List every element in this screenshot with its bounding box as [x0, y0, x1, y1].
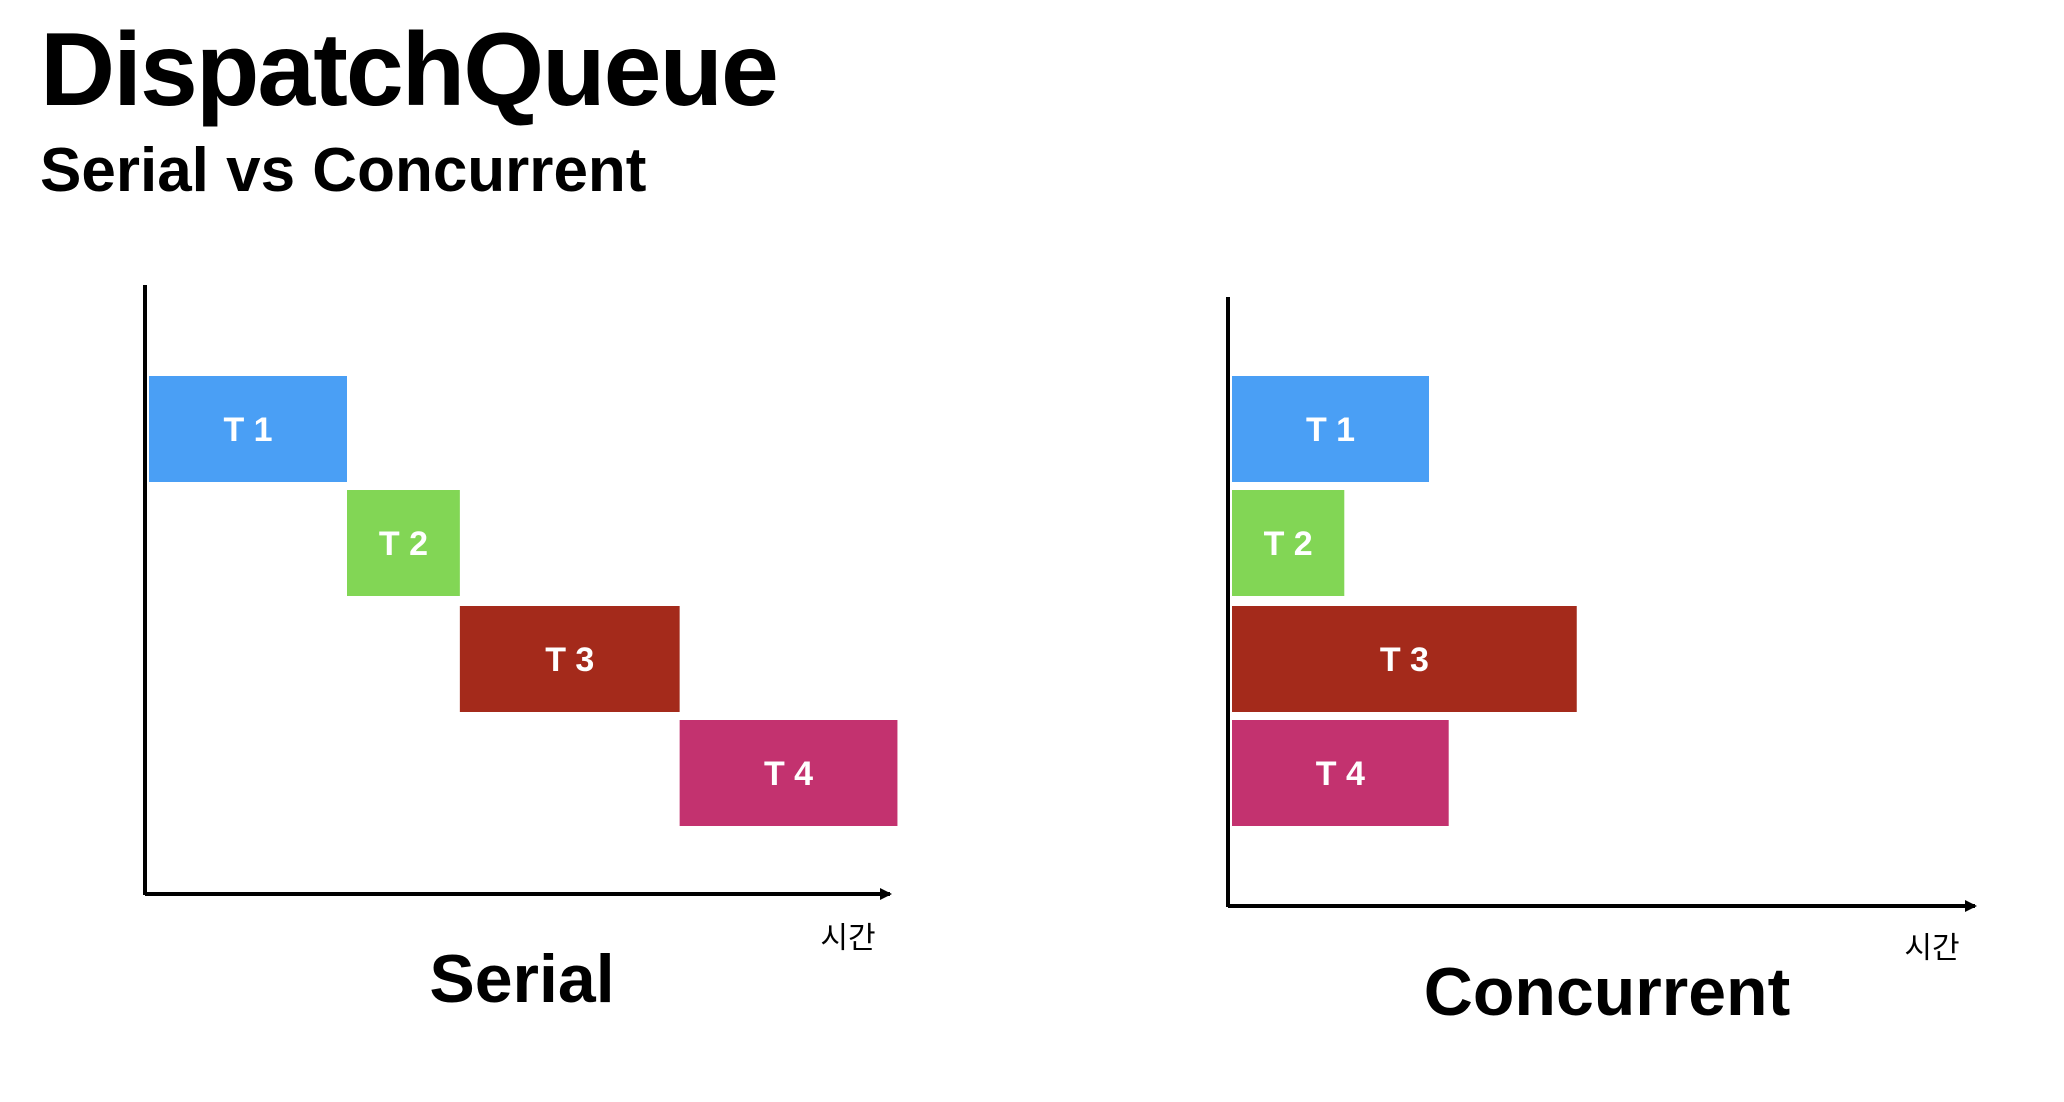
serial-panel: T 1 T 2 T 3 T 4 시간 Serial [143, 285, 898, 1017]
concurrent-caption: Concurrent [1424, 954, 1790, 1030]
concurrent-task-label-4: T 4 [1316, 755, 1365, 793]
concurrent-task-bars: T 1 T 2 T 3 T 4 [1232, 376, 1577, 826]
serial-task-bar-4 [679, 720, 898, 826]
serial-task-3: T 3 [459, 606, 680, 712]
concurrent-task-4: T 4 [1232, 720, 1449, 826]
concurrent-task-bar-1 [1232, 376, 1429, 482]
serial-task-1: T 1 [149, 376, 347, 482]
serial-task-label-1: T 1 [223, 411, 272, 449]
serial-task-bar-1 [149, 376, 347, 482]
serial-task-2: T 2 [347, 490, 460, 596]
page-subtitle: Serial vs Concurrent [40, 136, 647, 205]
serial-task-label-4: T 4 [764, 755, 813, 793]
concurrent-task-bar-3 [1232, 606, 1577, 712]
serial-caption: Serial [429, 941, 614, 1017]
concurrent-task-bar-2 [1232, 490, 1345, 596]
concurrent-task-3: T 3 [1232, 606, 1577, 712]
serial-task-bars: T 1 T 2 T 3 T 4 [149, 376, 898, 826]
serial-time-axis-label: 시간 [820, 921, 875, 956]
serial-task-bar-2 [347, 490, 460, 596]
serial-task-4: T 4 [679, 720, 898, 826]
concurrent-task-label-3: T 3 [1380, 641, 1429, 679]
concurrent-time-axis-label: 시간 [1904, 931, 1959, 966]
concurrent-task-label-2: T 2 [1264, 525, 1313, 563]
serial-task-bar-3 [459, 606, 680, 712]
concurrent-panel: T 1 T 2 T 3 T 4 시간 Concurrent [1226, 297, 1977, 1030]
concurrent-task-2: T 2 [1232, 490, 1345, 596]
serial-task-label-2: T 2 [379, 525, 428, 563]
page-title: DispatchQueue [40, 12, 779, 128]
concurrent-task-1: T 1 [1232, 376, 1429, 482]
concurrent-task-bar-4 [1232, 720, 1449, 826]
concurrent-task-label-1: T 1 [1306, 411, 1355, 449]
serial-task-label-3: T 3 [545, 641, 594, 679]
